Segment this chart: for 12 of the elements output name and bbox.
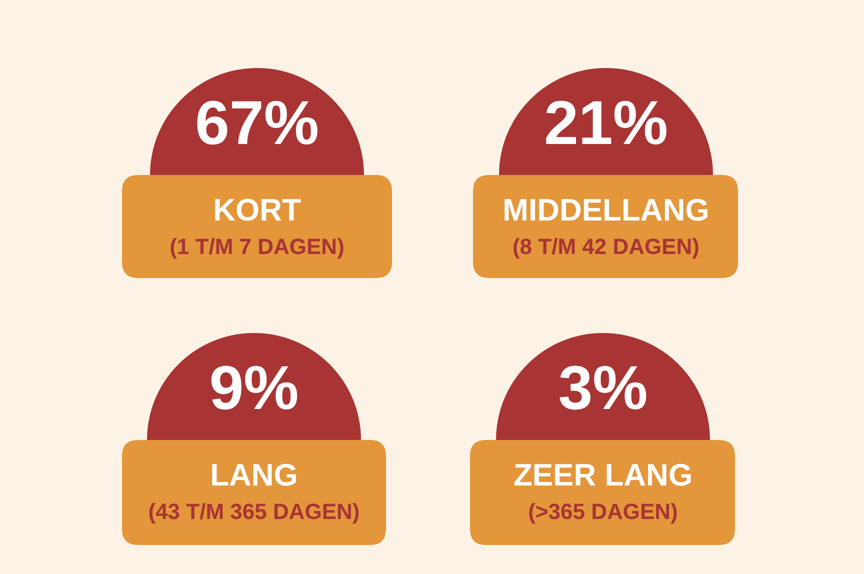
text: (>365 DAGEN) [528,499,678,524]
data-label: 3% [558,354,648,424]
data-label: 9% [209,354,299,424]
category-label: KORT [213,192,301,228]
data-label: 21% [544,89,668,158]
data-label: 67% [194,89,320,158]
text: (8 T/M 42 DAGEN) [512,234,700,260]
category-label: LANG [210,458,298,493]
text: (1 T/M 7 DAGEN) [170,234,344,260]
category-label: MIDDELLANG [502,192,710,228]
text: (43 T/M 365 DAGEN) [148,499,360,524]
category-label: ZEER LANG [513,458,693,493]
